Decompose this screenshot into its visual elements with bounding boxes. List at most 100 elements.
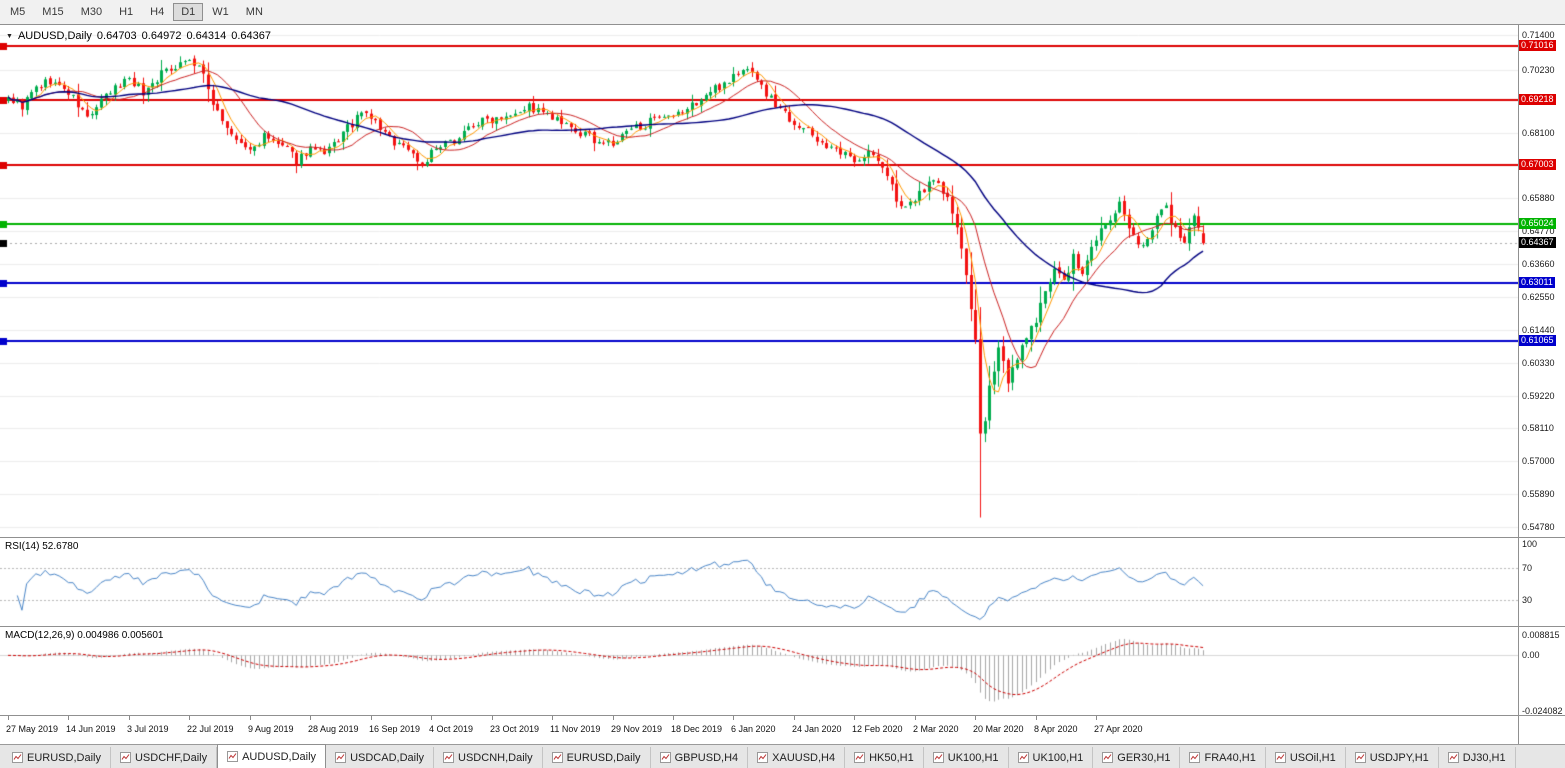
tab-label: AUDUSD,Daily [242,750,317,763]
date-tick [431,716,432,720]
date-tick [673,716,674,720]
tab-label: USOil,H1 [1289,751,1336,764]
date-tick [8,716,9,720]
price-pane: ▼ AUDUSD,Daily 0.64703 0.64972 0.64314 0… [0,25,1565,538]
date-axis[interactable]: 27 May 2019 14 Jun 2019 3 Jul 2019 22 Jul 2… [0,716,1565,745]
date-label: 27 Apr 2020 [1094,724,1143,734]
timeframe-button-mn[interactable]: MN [245,6,263,18]
price-axis-label: 0.57000 [1522,456,1555,467]
ohlc-close-value: 0.64367 [231,30,271,42]
date-label: 22 Jul 2019 [187,724,234,734]
date-tick [975,716,976,720]
timeframe-button-m15[interactable]: M15 [42,6,64,18]
tab-6-gbpusd-h4[interactable]: GBPUSD,H4 [651,747,749,768]
tab-label: DJ30,H1 [1462,751,1506,764]
price-axis-label: 0.63660 [1522,259,1555,270]
hline-price-tag: 0.63011 [1519,277,1555,289]
price-axis-label: 0.62550 [1522,291,1555,302]
chart-area: ▼ AUDUSD,Daily 0.64703 0.64972 0.64314 0… [0,24,1565,745]
tab-4-usdcnh-daily[interactable]: USDCNH,Daily [434,747,543,768]
chart-icon [854,752,866,763]
rsi-axis-label: 70 [1522,563,1533,573]
timeframe-button-h4[interactable]: H4 [150,6,165,18]
date-label: 4 Oct 2019 [429,724,474,734]
date-tick [310,716,311,720]
chart-tab-bar: EURUSD,Daily USDCHF,Daily AUDUSD,Daily USDC… [0,744,1565,768]
ohlc-high-value: 0.64972 [141,30,182,42]
date-label: 6 Jan 2020 [731,724,776,734]
date-label: 27 May 2019 [6,724,59,734]
chart-icon [1354,752,1366,763]
current-price-tag: 0.64367 [1519,237,1556,249]
date-tick [854,716,855,720]
timeframe-button-m30[interactable]: M30 [80,6,103,18]
tab-0-eurusd-daily[interactable]: EURUSD,Daily [3,747,111,768]
tab-3-usdcad-daily[interactable]: USDCAD,Daily [326,747,435,768]
chart-icon [119,752,131,763]
timeframe-button-d1[interactable]: D1 [173,3,204,21]
tab-10-uk100-h1[interactable]: UK100,H1 [1009,747,1094,768]
tab-15-dj30-h1[interactable]: DJ30,H1 [1439,747,1516,768]
chart-icon [1017,752,1029,763]
date-tick [371,716,372,720]
price-chart-canvas[interactable] [0,25,1518,537]
date-label: 16 Sep 2019 [369,724,421,734]
date-label: 23 Oct 2019 [490,724,540,734]
rsi-label: RSI(14) 52.6780 [5,541,79,552]
date-label: 20 Mar 2020 [973,724,1024,734]
price-axis-label: 0.59220 [1522,390,1555,401]
chart-title: ▼ AUDUSD,Daily 0.64703 0.64972 0.64314 0… [6,30,271,42]
tab-13-usoil-h1[interactable]: USOil,H1 [1266,747,1346,768]
tab-8-hk50-h1[interactable]: HK50,H1 [845,747,924,768]
tab-5-eurusd-daily[interactable]: EURUSD,Daily [543,747,651,768]
hline-price-tag: 0.65024 [1519,217,1556,229]
date-tick [1096,716,1097,720]
date-label: 28 Aug 2019 [308,724,359,734]
chart-icon [335,752,347,763]
tab-1-usdchf-daily[interactable]: USDCHF,Daily [111,747,218,768]
date-label: 11 Nov 2019 [550,724,601,734]
collapse-arrow-icon[interactable]: ▼ [6,32,13,40]
macd-axis[interactable]: 0.008815 0.00 -0.024082 [1518,627,1565,715]
date-axis-corner [1518,716,1565,745]
timeframe-toolbar: M5 M15 M30 H1 H4 D1 W1 MN [0,0,1565,25]
macd-axis-label: 0.008815 [1522,630,1560,640]
tab-7-xauusd-h4[interactable]: XAUUSD,H4 [748,747,846,768]
date-tick [250,716,251,720]
date-label: 14 Jun 2019 [66,724,116,734]
date-tick [68,716,69,720]
price-axis-label: 0.68100 [1522,127,1555,138]
chart-symbol-label: AUDUSD,Daily [17,30,92,42]
tab-label: USDCHF,Daily [134,751,208,764]
macd-canvas[interactable] [0,627,1518,715]
date-label: 24 Jan 2020 [792,724,842,734]
rsi-axis-label: 100 [1522,539,1538,549]
date-label: 2 Mar 2020 [913,724,959,734]
date-tick [613,716,614,720]
tab-label: GER30,H1 [1117,751,1171,764]
date-tick [129,716,130,720]
price-axis-label: 0.60330 [1522,357,1555,368]
tab-label: UK100,H1 [1032,751,1084,764]
date-tick [794,716,795,720]
tab-14-usdjpy-h1[interactable]: USDJPY,H1 [1346,747,1439,768]
chart-icon [1189,752,1201,763]
rsi-canvas[interactable] [0,538,1518,626]
tab-9-uk100-h1[interactable]: UK100,H1 [924,747,1009,768]
tab-12-fra40-h1[interactable]: FRA40,H1 [1180,747,1266,768]
price-axis-label: 0.55890 [1522,489,1555,500]
tab-2-audusd-daily[interactable]: AUDUSD,Daily [217,744,327,768]
date-tick [915,716,916,720]
timeframe-button-m5[interactable]: M5 [10,6,26,18]
chart-icon [12,752,23,763]
price-axis-label: 0.70230 [1522,64,1555,75]
timeframe-button-h1[interactable]: H1 [119,6,134,18]
date-label: 8 Apr 2020 [1034,724,1078,734]
rsi-axis[interactable]: 100 70 30 [1518,538,1565,626]
timeframe-button-w1[interactable]: W1 [212,6,229,18]
price-axis-label: 0.54780 [1522,522,1555,532]
price-axis[interactable]: 0.71400 0.70230 0.68100 0.65880 0.64770 0.636… [1518,25,1565,537]
tab-11-ger30-h1[interactable]: GER30,H1 [1093,747,1181,768]
chart-icon [227,751,239,762]
